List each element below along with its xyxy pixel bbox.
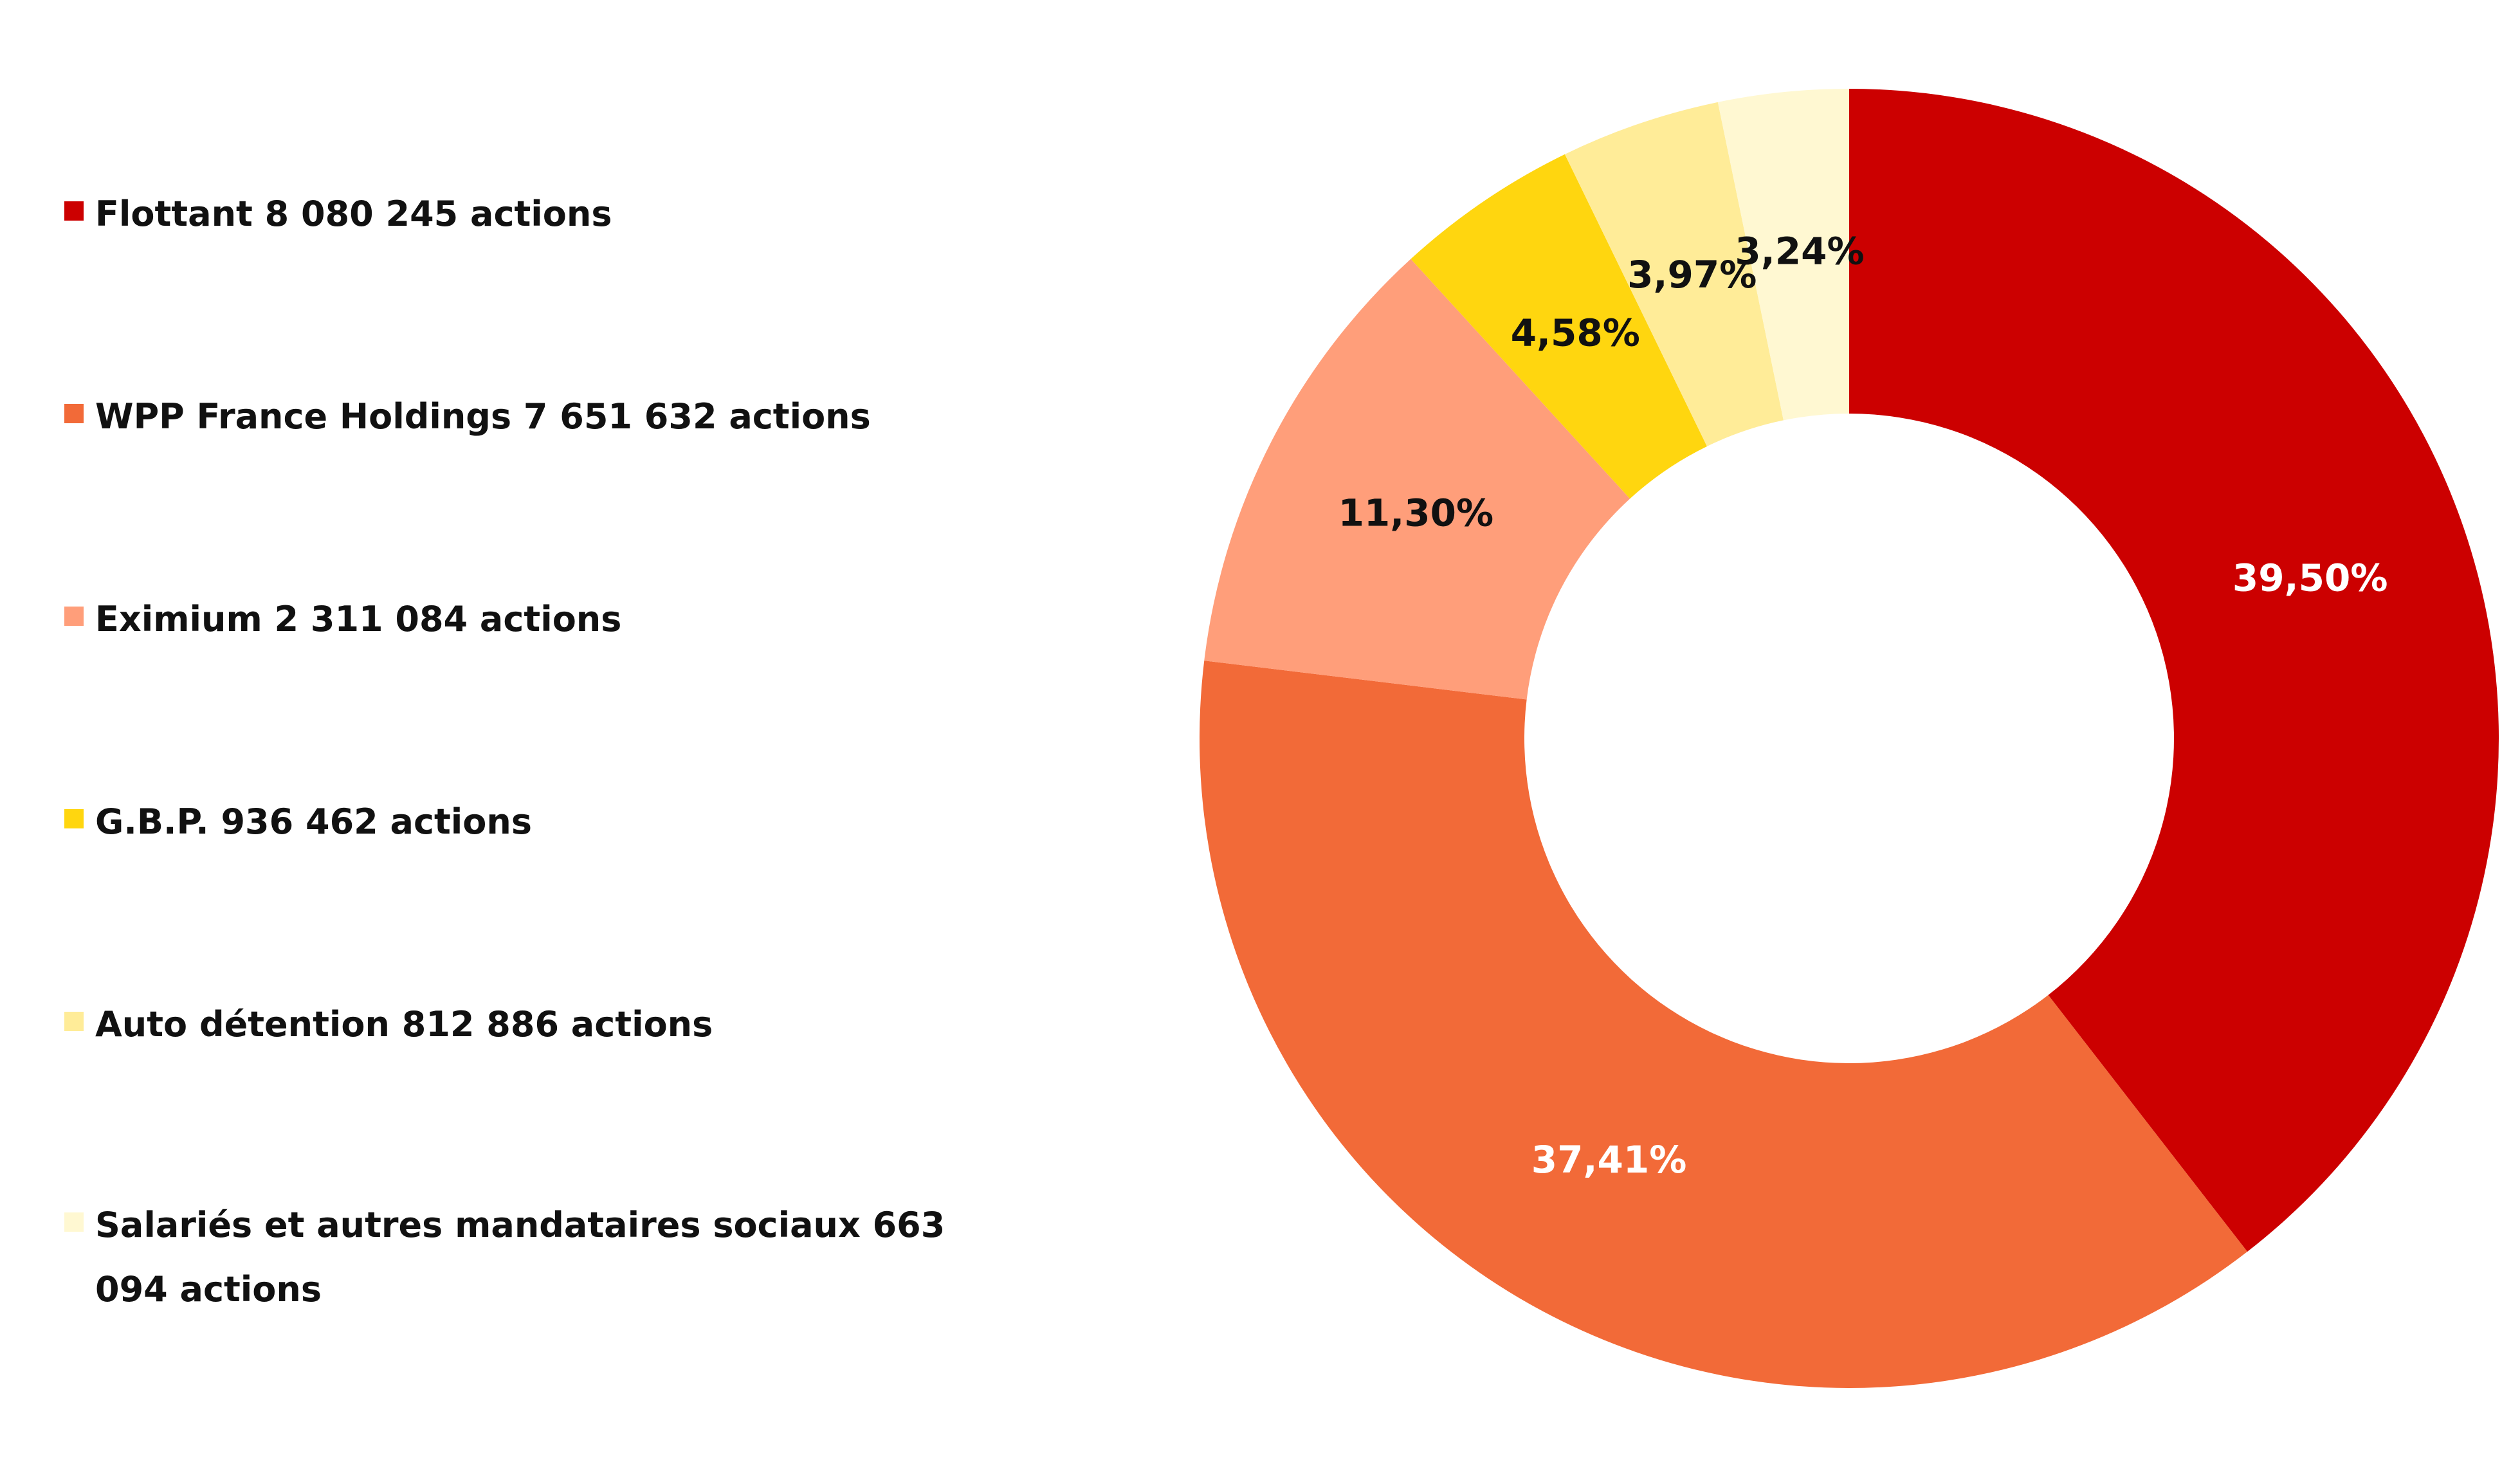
donut-slices (1200, 89, 2499, 1388)
slice-value-label: 37,41% (1531, 1138, 1687, 1182)
slice-value-label: 3,24% (1735, 230, 1864, 273)
legend-swatch (64, 1012, 84, 1031)
donut-labels: 39,50% 37,41% 11,30% 4,58% 3,97%3,24% (1338, 230, 2388, 1182)
legend-label: G.B.P. 936 462 actions (95, 801, 532, 842)
legend-label: Salariés et autres mandataires sociaux 6… (95, 1205, 945, 1310)
legend-swatch (64, 404, 84, 423)
slice-value-label: 39,50% (2232, 556, 2388, 600)
legend-label: WPP France Holdings 7 651 632 actions (95, 396, 871, 437)
slice-value-label: 3,97% (1627, 253, 1757, 297)
legend-label: Auto détention 812 886 actions (95, 1004, 713, 1045)
donut-slice (1200, 661, 2248, 1388)
slice-value-label: 11,30% (1338, 491, 1494, 535)
slice-value-label: 4,58% (1511, 311, 1640, 355)
donut-slice (1849, 89, 2499, 1252)
legend-swatch (64, 201, 84, 221)
legend-label: Eximium 2 311 084 actions (95, 599, 622, 639)
legend-swatch (64, 1212, 84, 1232)
donut-slice (1411, 154, 1707, 499)
donut-slice (1717, 89, 1849, 421)
legend-swatch (64, 809, 84, 828)
legend-swatch (64, 607, 84, 626)
legend-label: Flottant 8 080 245 actions (95, 194, 612, 234)
donut-slice (1564, 102, 1784, 446)
donut-slice (1204, 259, 1630, 700)
